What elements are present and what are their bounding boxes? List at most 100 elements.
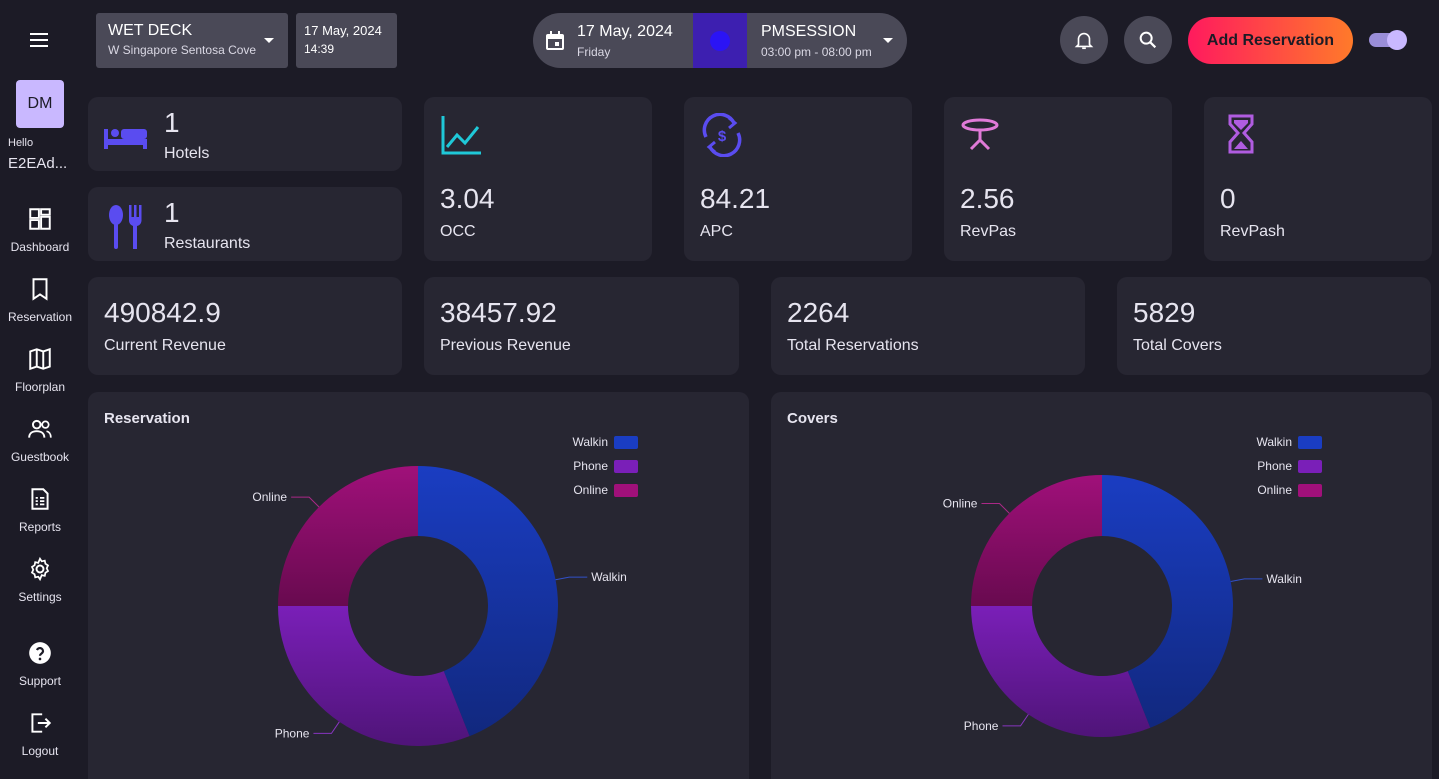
occ-value: 3.04 — [440, 183, 495, 214]
calendar-icon[interactable] — [543, 29, 567, 53]
total-covers-card: 5829 Total Covers — [1117, 277, 1431, 375]
map-icon — [29, 347, 51, 371]
revpash-label: RevPash — [1220, 223, 1285, 240]
venue-location: W Singapore Sentosa Cove — [108, 43, 257, 57]
svg-text:$: $ — [718, 128, 727, 145]
legend-label: Walkin — [1256, 435, 1292, 449]
hello-text: Hello — [8, 137, 34, 149]
menu-icon[interactable] — [28, 30, 52, 50]
chevron-down-icon[interactable] — [883, 38, 893, 43]
dashboard-icon — [29, 208, 51, 230]
sidebar-item-reservation[interactable]: Reservation — [0, 276, 80, 336]
legend-label: Walkin — [572, 435, 608, 449]
stat-card-revpash: 0 RevPash — [1204, 97, 1432, 261]
current-revenue-value: 490842.9 — [104, 297, 221, 328]
session-time: 03:00 pm - 08:00 pm — [761, 45, 872, 59]
restaurants-label: Restaurants — [164, 235, 251, 252]
donut-slice-walkin[interactable] — [1102, 475, 1233, 728]
sidebar-item-label: Reservation — [7, 310, 73, 324]
legend-swatch[interactable] — [1298, 484, 1322, 497]
trend-chart-icon — [441, 116, 481, 155]
currency-exchange-icon: $ — [702, 113, 742, 157]
theme-toggle[interactable] — [1369, 29, 1407, 51]
reservation-chart-card: Reservation Walkin Phone Online Walkin Phone… — [88, 392, 749, 779]
restaurants-card: 1 Restaurants — [88, 187, 402, 261]
sidebar-item-label: Guestbook — [10, 450, 70, 464]
search-button[interactable] — [1124, 16, 1172, 64]
legend-label: Online — [573, 483, 608, 497]
venue-select[interactable]: WET DECK W Singapore Sentosa Cove — [96, 13, 288, 68]
session-name[interactable]: PMSESSION — [761, 23, 857, 40]
current-time: 14:39 — [304, 42, 335, 56]
selected-day: Friday — [577, 45, 611, 59]
selected-date[interactable]: 17 May, 2024 — [577, 23, 673, 40]
total-reservations-label: Total Reservations — [787, 337, 919, 354]
legend-label: Phone — [573, 459, 608, 473]
donut-slice-walkin[interactable] — [418, 466, 558, 737]
leader-line — [555, 576, 588, 581]
people-icon — [28, 419, 52, 438]
leader-line — [1230, 578, 1263, 582]
logout-icon — [31, 713, 52, 733]
apc-label: APC — [700, 223, 733, 240]
bed-icon — [104, 129, 147, 149]
leader-line — [1002, 714, 1029, 727]
help-icon — [29, 642, 51, 664]
hourglass-icon — [1228, 114, 1254, 154]
leader-line — [291, 496, 320, 508]
restaurants-count: 1 — [164, 197, 180, 228]
current-datetime: 17 May, 2024 14:39 — [296, 13, 397, 68]
sidebar-item-support[interactable]: Support — [0, 640, 80, 700]
sidebar-item-settings[interactable]: Settings — [0, 556, 80, 616]
toggle-knob — [1387, 30, 1407, 50]
stat-card-apc: $ 84.21 APC — [684, 97, 912, 261]
notifications-button[interactable] — [1060, 16, 1108, 64]
session-color-dot — [710, 31, 730, 51]
total-reservations-card: 2264 Total Reservations — [771, 277, 1085, 375]
current-date: 17 May, 2024 — [304, 23, 382, 38]
sidebar-item-reports[interactable]: Reports — [0, 486, 80, 546]
occ-label: OCC — [440, 223, 476, 240]
legend-swatch[interactable] — [614, 484, 638, 497]
user-name: E2EAd... — [8, 155, 68, 172]
sidebar-item-label: Settings — [18, 590, 62, 604]
donut-slice-online[interactable] — [278, 466, 418, 606]
legend-swatch[interactable] — [614, 460, 638, 473]
bookmark-icon — [32, 278, 48, 301]
sidebar-item-label: Reports — [18, 520, 62, 534]
sidebar-item-label: Dashboard — [10, 240, 70, 254]
donut-slice-phone[interactable] — [278, 606, 470, 746]
sidebar: DM Hello E2EAd... Dashboard Reservation … — [0, 0, 80, 779]
previous-revenue-label: Previous Revenue — [440, 337, 571, 354]
previous-revenue-value: 38457.92 — [440, 297, 557, 328]
chart-title: Reservation — [104, 410, 190, 427]
donut-slice-phone[interactable] — [971, 606, 1151, 737]
session-color-swatch — [693, 13, 747, 68]
total-reservations-value: 2264 — [787, 297, 850, 328]
bell-icon — [1074, 32, 1094, 50]
sidebar-item-dashboard[interactable]: Dashboard — [0, 206, 80, 266]
current-revenue-label: Current Revenue — [104, 337, 226, 354]
legend-swatch[interactable] — [1298, 436, 1322, 449]
sidebar-item-logout[interactable]: Logout — [0, 710, 80, 770]
apc-value: 84.21 — [700, 183, 771, 214]
legend-swatch[interactable] — [1298, 460, 1322, 473]
avatar[interactable]: DM — [16, 80, 64, 128]
cutlery-icon — [109, 205, 142, 249]
stat-card-revpas: 2.56 RevPas — [944, 97, 1172, 261]
slice-label: Walkin — [1266, 572, 1302, 586]
legend-swatch[interactable] — [614, 436, 638, 449]
sidebar-item-floorplan[interactable]: Floorplan — [0, 346, 80, 406]
add-reservation-button[interactable]: Add Reservation — [1188, 17, 1353, 64]
sidebar-item-guestbook[interactable]: Guestbook — [0, 416, 80, 476]
table-icon — [961, 118, 999, 151]
sidebar-item-label: Floorplan — [14, 380, 66, 394]
donut-slice-online[interactable] — [971, 475, 1102, 606]
venue-name: WET DECK — [108, 22, 193, 39]
date-session-picker[interactable]: 17 May, 2024 Friday PMSESSION 03:00 pm -… — [533, 13, 907, 68]
slice-label: Online — [943, 496, 978, 510]
hotels-card: 1 Hotels — [88, 97, 402, 171]
slice-label: Phone — [964, 719, 999, 733]
chevron-down-icon — [264, 38, 274, 43]
